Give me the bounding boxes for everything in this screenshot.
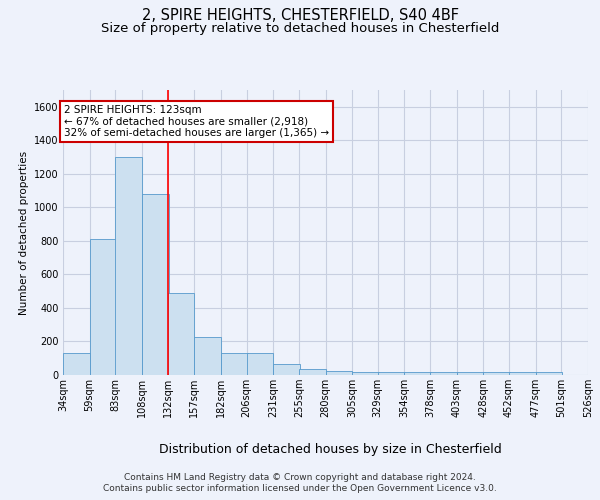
Bar [404,372,431,375]
Bar [484,372,510,375]
Text: 2, SPIRE HEIGHTS, CHESTERFIELD, S40 4BF: 2, SPIRE HEIGHTS, CHESTERFIELD, S40 4BF [142,8,458,22]
Bar [378,372,404,375]
Text: Contains public sector information licensed under the Open Government Licence v3: Contains public sector information licen… [103,484,497,493]
Bar [142,194,169,375]
Bar [509,372,536,375]
Text: Distribution of detached houses by size in Chesterfield: Distribution of detached houses by size … [158,442,502,456]
Bar [536,372,562,375]
Text: 2 SPIRE HEIGHTS: 123sqm
← 67% of detached houses are smaller (2,918)
32% of semi: 2 SPIRE HEIGHTS: 123sqm ← 67% of detache… [64,105,329,138]
Bar [299,369,326,375]
Bar [352,372,379,375]
Text: Size of property relative to detached houses in Chesterfield: Size of property relative to detached ho… [101,22,499,35]
Bar [63,353,89,375]
Bar [457,372,484,375]
Bar [430,372,457,375]
Bar [221,353,248,375]
Y-axis label: Number of detached properties: Number of detached properties [19,150,29,314]
Bar [247,353,273,375]
Bar [194,338,221,375]
Bar [89,239,116,375]
Text: Contains HM Land Registry data © Crown copyright and database right 2024.: Contains HM Land Registry data © Crown c… [124,472,476,482]
Bar [167,293,194,375]
Bar [115,157,142,375]
Bar [325,371,352,375]
Bar [273,364,300,375]
